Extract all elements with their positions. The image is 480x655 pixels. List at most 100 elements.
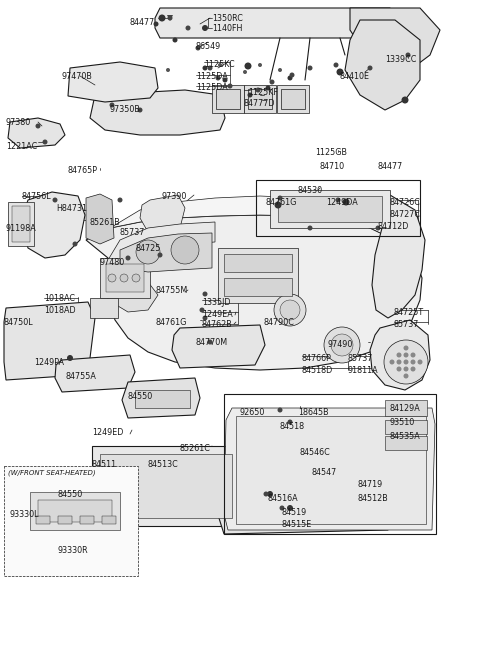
- Text: 85737: 85737: [394, 320, 420, 329]
- Circle shape: [218, 63, 222, 67]
- Text: 1335JD: 1335JD: [202, 298, 230, 307]
- Text: 84750L: 84750L: [4, 318, 34, 327]
- Bar: [38, 500, 112, 522]
- Bar: [270, 190, 390, 228]
- Text: 85261C: 85261C: [180, 444, 211, 453]
- Circle shape: [185, 26, 191, 31]
- Text: 85261B: 85261B: [90, 218, 121, 227]
- Bar: [216, 89, 240, 109]
- Polygon shape: [68, 62, 158, 102]
- Text: 85737: 85737: [348, 354, 373, 363]
- Text: 86549: 86549: [195, 42, 220, 51]
- Text: 84550: 84550: [128, 392, 153, 401]
- Text: 84512B: 84512B: [358, 494, 389, 503]
- Text: 84756L: 84756L: [22, 192, 52, 201]
- Text: 1249EA: 1249EA: [202, 310, 233, 319]
- Text: 84761G: 84761G: [266, 198, 298, 207]
- Circle shape: [265, 86, 271, 90]
- Bar: [224, 394, 436, 534]
- Bar: [36, 516, 50, 524]
- Circle shape: [109, 102, 115, 107]
- Text: 84726C: 84726C: [390, 198, 421, 207]
- Text: 84770M: 84770M: [196, 338, 228, 347]
- Text: 1125KC: 1125KC: [204, 60, 235, 69]
- Circle shape: [118, 198, 122, 202]
- Bar: [102, 516, 116, 524]
- Bar: [4, 466, 138, 576]
- Circle shape: [207, 339, 213, 345]
- Text: 84765P: 84765P: [68, 166, 98, 175]
- Text: 84550: 84550: [58, 490, 83, 499]
- Bar: [278, 196, 382, 222]
- Polygon shape: [86, 194, 114, 244]
- Bar: [58, 516, 72, 524]
- Polygon shape: [108, 282, 158, 312]
- Circle shape: [137, 107, 143, 113]
- Polygon shape: [370, 320, 430, 390]
- Circle shape: [255, 88, 261, 92]
- Circle shape: [410, 367, 416, 371]
- Polygon shape: [55, 355, 135, 392]
- Text: 84547: 84547: [312, 468, 337, 477]
- Circle shape: [289, 73, 295, 77]
- Polygon shape: [167, 15, 173, 21]
- Bar: [12, 206, 30, 242]
- Text: 93330R: 93330R: [58, 546, 89, 555]
- Text: 84546C: 84546C: [300, 448, 331, 457]
- Text: 1125KF: 1125KF: [248, 88, 278, 97]
- Text: 84516A: 84516A: [268, 494, 299, 503]
- Circle shape: [404, 367, 408, 371]
- Circle shape: [324, 327, 360, 363]
- Polygon shape: [372, 195, 425, 318]
- Circle shape: [264, 491, 268, 496]
- Polygon shape: [90, 90, 225, 135]
- Circle shape: [157, 252, 163, 257]
- Circle shape: [67, 355, 73, 361]
- Text: 1018AC: 1018AC: [44, 294, 75, 303]
- Bar: [277, 85, 309, 113]
- Bar: [100, 258, 150, 298]
- Text: 84755M: 84755M: [156, 286, 188, 295]
- Text: 84790C: 84790C: [264, 318, 295, 327]
- Polygon shape: [110, 196, 420, 268]
- Circle shape: [171, 236, 199, 264]
- Text: 1249PA: 1249PA: [34, 358, 64, 367]
- Circle shape: [269, 79, 275, 84]
- Bar: [224, 278, 292, 296]
- Circle shape: [278, 68, 282, 72]
- Bar: [248, 89, 272, 109]
- Text: 84129A: 84129A: [390, 404, 421, 413]
- Polygon shape: [86, 215, 422, 370]
- Circle shape: [375, 225, 381, 231]
- Circle shape: [275, 202, 281, 208]
- Bar: [236, 416, 426, 524]
- Circle shape: [334, 62, 338, 67]
- Text: H84731: H84731: [56, 204, 87, 213]
- Text: 1018AD: 1018AD: [44, 306, 76, 315]
- Polygon shape: [345, 20, 420, 110]
- Circle shape: [396, 367, 401, 371]
- Circle shape: [389, 360, 395, 364]
- Circle shape: [277, 407, 283, 413]
- Circle shape: [277, 195, 283, 200]
- Bar: [100, 454, 232, 518]
- Text: 18645B: 18645B: [298, 408, 329, 417]
- Text: 84535A: 84535A: [390, 432, 421, 441]
- Circle shape: [125, 255, 131, 261]
- Bar: [92, 446, 240, 526]
- Circle shape: [401, 96, 408, 103]
- Circle shape: [248, 92, 252, 98]
- Circle shape: [172, 37, 178, 43]
- Text: 1140FH: 1140FH: [212, 24, 242, 33]
- Text: 84477: 84477: [130, 18, 155, 27]
- Circle shape: [308, 66, 312, 71]
- Circle shape: [203, 291, 207, 297]
- Polygon shape: [172, 325, 265, 368]
- Circle shape: [336, 198, 340, 202]
- Circle shape: [195, 45, 201, 50]
- Circle shape: [168, 16, 172, 20]
- Bar: [256, 180, 420, 236]
- Circle shape: [258, 63, 262, 67]
- Polygon shape: [155, 8, 395, 38]
- Circle shape: [396, 360, 401, 364]
